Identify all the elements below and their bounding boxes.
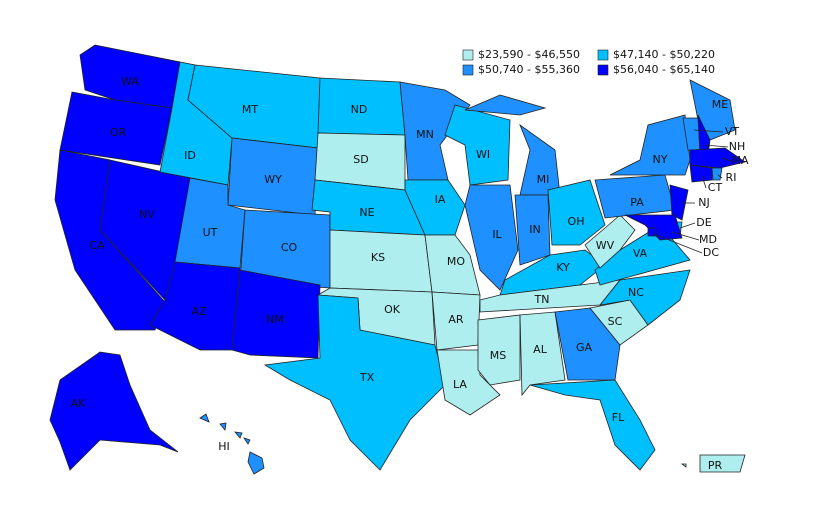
state-shape [149, 261, 241, 351]
state-label: MN [416, 128, 434, 141]
state-label: AK [71, 397, 87, 410]
state-shape [609, 114, 691, 176]
state-label: IL [492, 228, 502, 241]
state-label: CT [708, 181, 723, 194]
state-shape [519, 311, 566, 397]
state-label: OH [568, 215, 585, 228]
state-label: MS [490, 349, 506, 362]
legend-swatch [462, 49, 474, 61]
state-shape [554, 307, 621, 381]
state-label: NC [628, 286, 644, 299]
state-label: PR [708, 459, 723, 472]
state-shape [689, 147, 746, 169]
state-label: KS [371, 251, 385, 264]
leader-line [704, 144, 729, 148]
state-shape [547, 179, 606, 246]
state-label: AZ [191, 305, 207, 318]
state-label: MI [537, 173, 550, 186]
state-shape [477, 314, 521, 386]
legend-label: $47,140 - $50,220 [613, 48, 715, 61]
states [49, 44, 746, 475]
state-label: DC [703, 246, 719, 259]
state-label: NJ [698, 196, 709, 209]
state-label: FL [612, 411, 625, 424]
state-label: RI [726, 171, 737, 184]
state-label: TX [359, 371, 375, 384]
state-label: NV [139, 208, 155, 221]
leader-line [701, 175, 707, 189]
state-shape [444, 104, 511, 186]
state-label: WV [596, 239, 615, 252]
leader-line [717, 174, 723, 179]
state-label: IN [529, 223, 540, 236]
legend: $23,590 - $46,550 $47,140 - $50,220 $50,74… [462, 48, 715, 76]
state-shape [599, 269, 691, 326]
state-label: TN [534, 293, 550, 306]
state-label: NM [266, 313, 284, 326]
state-label: CO [281, 241, 298, 254]
leader-line [693, 129, 724, 133]
state-labels: WA OR CA NV ID MT WY UT CO AZ NM ND SD NE KS OK TX MN IA MO… [71, 75, 749, 472]
state-shape [399, 81, 471, 181]
state-label: WI [476, 148, 490, 161]
legend-swatch [597, 64, 609, 76]
leader-line [671, 231, 700, 241]
state-label: UT [203, 226, 218, 239]
state-label: ME [712, 98, 728, 111]
leader-line [679, 222, 696, 229]
state-label: OK [384, 303, 401, 316]
state-shape [624, 214, 683, 241]
legend-swatch [462, 64, 474, 76]
state-label: AL [533, 343, 548, 356]
state-label: WY [264, 173, 282, 186]
state-shape [584, 214, 636, 269]
legend-label: $56,040 - $65,140 [613, 63, 715, 76]
state-label: OR [110, 126, 127, 139]
legend-swatch [597, 49, 609, 61]
state-label: MA [731, 154, 748, 167]
state-label: NY [653, 153, 668, 166]
state-label: KY [556, 261, 570, 274]
state-label: ND [351, 103, 368, 116]
state-label: MO [447, 255, 465, 268]
state-label: DE [696, 216, 711, 229]
state-shape [464, 184, 519, 291]
state-label: HI [218, 440, 230, 453]
state-shape [680, 454, 746, 473]
state-label: NE [359, 206, 374, 219]
state-label: AR [448, 313, 464, 326]
state-label: GA [576, 341, 593, 354]
legend-label: $23,590 - $46,550 [478, 48, 580, 61]
leader-line [721, 157, 732, 162]
state-label: IA [435, 193, 446, 206]
state-shape [669, 184, 689, 221]
legend-label: $50,740 - $55,360 [478, 63, 580, 76]
state-label: WA [121, 75, 139, 88]
state-label: PA [630, 196, 644, 209]
state-shape [647, 227, 657, 237]
state-shape [689, 164, 713, 183]
state-label: NH [729, 140, 746, 153]
state-label: MD [699, 233, 717, 246]
state-shape [263, 294, 446, 471]
state-label: MT [242, 103, 258, 116]
state-shape [711, 167, 723, 181]
state-label: VT [725, 125, 740, 138]
state-label: LA [453, 378, 467, 391]
state-label: CA [89, 239, 105, 252]
state-shape [199, 413, 265, 475]
state-label: SD [353, 153, 368, 166]
state-shape [59, 91, 173, 166]
leader-line [653, 233, 703, 254]
state-label: VA [633, 247, 648, 260]
state-shape [231, 269, 321, 359]
state-shape [424, 234, 481, 296]
state-shape [49, 351, 179, 471]
state-label: SC [608, 315, 623, 328]
state-label: ID [184, 149, 196, 162]
state-shape [529, 379, 656, 471]
